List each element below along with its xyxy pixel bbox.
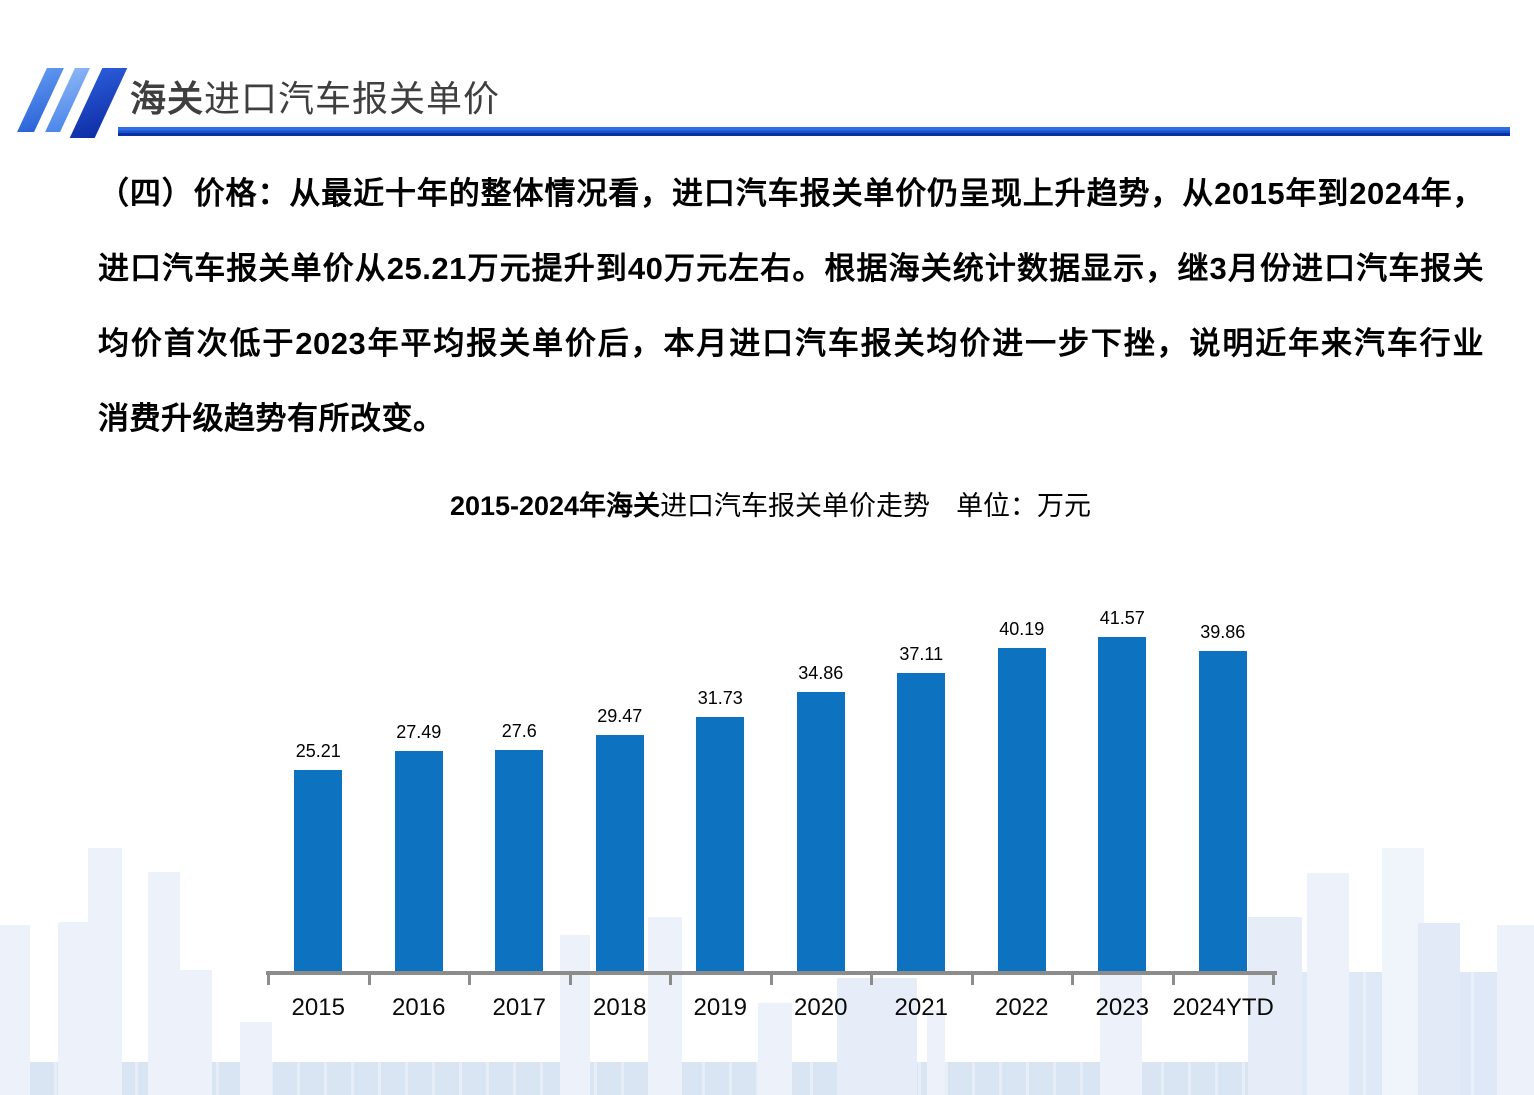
bar-2015 (294, 769, 342, 974)
chart-title-bold: 2015-2024年海关 (449, 491, 661, 521)
x-axis-label: 2016 (392, 994, 446, 1021)
skyline-building (1248, 917, 1302, 1095)
x-axis-label: 2023 (1095, 994, 1149, 1021)
x-axis-label: 2022 (995, 994, 1049, 1021)
x-axis-label: 2020 (794, 994, 848, 1021)
skyline-building (1497, 925, 1534, 1095)
bar-slot: 41.57 (1072, 590, 1173, 974)
axis-tick (970, 975, 974, 985)
bar-value-label: 41.57 (1099, 608, 1145, 629)
paragraph-line: （四）价格：从最近十年的整体情况看，进口汽车报关单价仍呈现上升趋势，从2015年… (98, 176, 1484, 211)
axis-tick (568, 975, 572, 985)
x-axis-labels: 2015 2016 2017 2018 2019 2020 2021 2022 2023 2024… (268, 990, 1274, 1024)
skyline-building (758, 1003, 792, 1095)
bar-value-label: 40.19 (999, 619, 1045, 640)
chart-unit-label: 单位：万元 (956, 491, 1092, 521)
bar-value-label: 37.11 (899, 644, 944, 665)
x-axis-label: 2021 (894, 994, 948, 1021)
page-title-bold: 海关 (130, 78, 205, 119)
skyline-building (1307, 873, 1349, 1095)
axis-tick (1272, 975, 1275, 985)
bar-2020 (796, 691, 845, 974)
skyline-building (88, 848, 122, 1095)
bar-2017 (495, 750, 543, 974)
skyline-building (560, 935, 590, 1095)
body-paragraph: （四）价格：从最近十年的整体情况看，进口汽车报关单价仍呈现上升趋势，从2015年… (98, 156, 1484, 456)
skyline-building (837, 978, 917, 1095)
x-axis-label: 2017 (492, 994, 546, 1021)
axis-tick (367, 975, 371, 985)
bar-slot: 29.47 (570, 590, 671, 974)
axis-tick (769, 975, 773, 985)
skyline-building (148, 872, 180, 1095)
bar-slot: 27.6 (469, 590, 570, 974)
skyline-building (178, 970, 212, 1095)
bar-slot: 39.86 (1173, 590, 1274, 974)
bar-slot: 37.11 (871, 590, 972, 974)
paragraph-line: 进口汽车报关单价从25.21万元提升到40万元左右。根据海关统计数据显示，继3月… (98, 251, 1484, 286)
x-axis-label: 2015 (291, 994, 345, 1021)
axis-tick (669, 975, 672, 985)
page-title: 海关进口汽车报关单价 (130, 70, 500, 122)
bar-value-label: 31.73 (697, 688, 743, 708)
axis-tick (870, 975, 873, 985)
page-title-rest: 进口汽车报关单价 (204, 78, 501, 119)
bar-value-label: 34.86 (798, 662, 844, 683)
bar-slot: 34.86 (771, 590, 872, 974)
title-underline (118, 127, 1510, 136)
x-axis (266, 971, 1277, 975)
bar-slot: 27.49 (369, 590, 470, 974)
bar-value-label: 25.21 (295, 740, 341, 761)
bar-slot: 31.73 (670, 590, 771, 974)
bar-value-label: 29.47 (597, 706, 643, 727)
bar-value-label: 27.49 (396, 722, 442, 743)
bar-value-label: 27.6 (501, 721, 537, 742)
bar-2016 (394, 751, 443, 974)
bar-2024YTD (1198, 651, 1247, 974)
x-axis-label: 2018 (593, 994, 647, 1021)
bar-slot: 25.21 (268, 590, 369, 974)
skyline-building (0, 925, 30, 1095)
bar-chart: 25.21 27.49 27.6 29.47 31.73 34.86 37.11 40.19 4… (268, 590, 1273, 974)
paragraph-line: 消费升级趋势有所改变。 (98, 401, 445, 436)
x-axis-label: 2019 (693, 994, 747, 1021)
skyline-building (1382, 848, 1424, 1095)
skyline-building (648, 917, 682, 1095)
axis-tick (1071, 975, 1074, 985)
axis-tick (267, 975, 270, 985)
skyline-building (240, 1022, 272, 1095)
bar-2021 (897, 673, 945, 974)
axis-tick (468, 975, 471, 985)
x-axis-label: 2024YTD (1172, 994, 1274, 1021)
chart-title: 2015-2024年海关进口汽车报关单价走势 单位：万元 (268, 484, 1273, 523)
paragraph-line: 均价首次低于2023年平均报关单价后，本月进口汽车报关均价进一步下挫，说明近年来… (98, 326, 1484, 361)
bar-2019 (696, 717, 744, 974)
axis-tick (1171, 975, 1175, 985)
skyline-building (1418, 923, 1460, 1095)
x-axis-ticks (267, 975, 1275, 987)
bar-value-label: 39.86 (1200, 622, 1246, 643)
bar-slot: 40.19 (972, 590, 1073, 974)
chart-title-regular: 进口汽车报关单价走势 (660, 491, 931, 521)
bar-2018 (595, 735, 644, 974)
bar-2023 (1098, 637, 1146, 974)
bar-2022 (997, 648, 1046, 974)
skyline-building (927, 1010, 945, 1095)
